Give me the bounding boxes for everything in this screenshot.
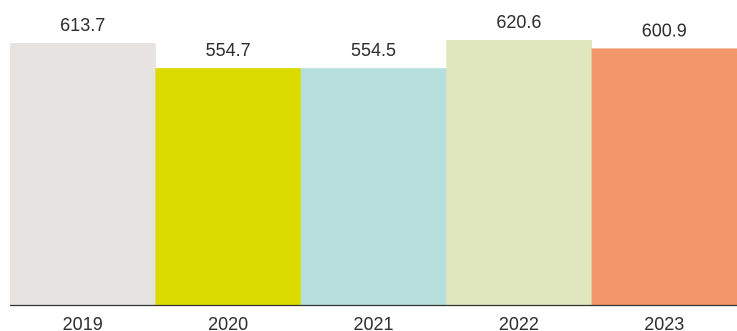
bar-2023 bbox=[591, 48, 737, 306]
value-label-2022: 620.6 bbox=[496, 12, 541, 32]
value-label-2023: 600.9 bbox=[642, 20, 687, 40]
value-label-2020: 554.7 bbox=[206, 40, 251, 60]
value-label-2021: 554.5 bbox=[351, 40, 396, 60]
bar-2022 bbox=[446, 40, 593, 305]
value-labels-group: 613.7 554.7 554.5 620.6 600.9 bbox=[60, 12, 687, 60]
bar-2021 bbox=[300, 68, 447, 306]
x-tick-label-2020: 2020 bbox=[208, 314, 248, 331]
x-tick-labels-group: 2019 2020 2021 2022 2023 bbox=[63, 314, 685, 331]
bars-group bbox=[10, 40, 737, 306]
bar-2019 bbox=[10, 42, 156, 305]
x-tick-label-2021: 2021 bbox=[353, 314, 393, 331]
bar-2020 bbox=[155, 68, 302, 305]
x-tick-label-2019: 2019 bbox=[63, 314, 103, 331]
value-label-2019: 613.7 bbox=[60, 15, 105, 35]
x-tick-label-2022: 2022 bbox=[499, 314, 539, 331]
x-tick-label-2023: 2023 bbox=[644, 314, 684, 331]
